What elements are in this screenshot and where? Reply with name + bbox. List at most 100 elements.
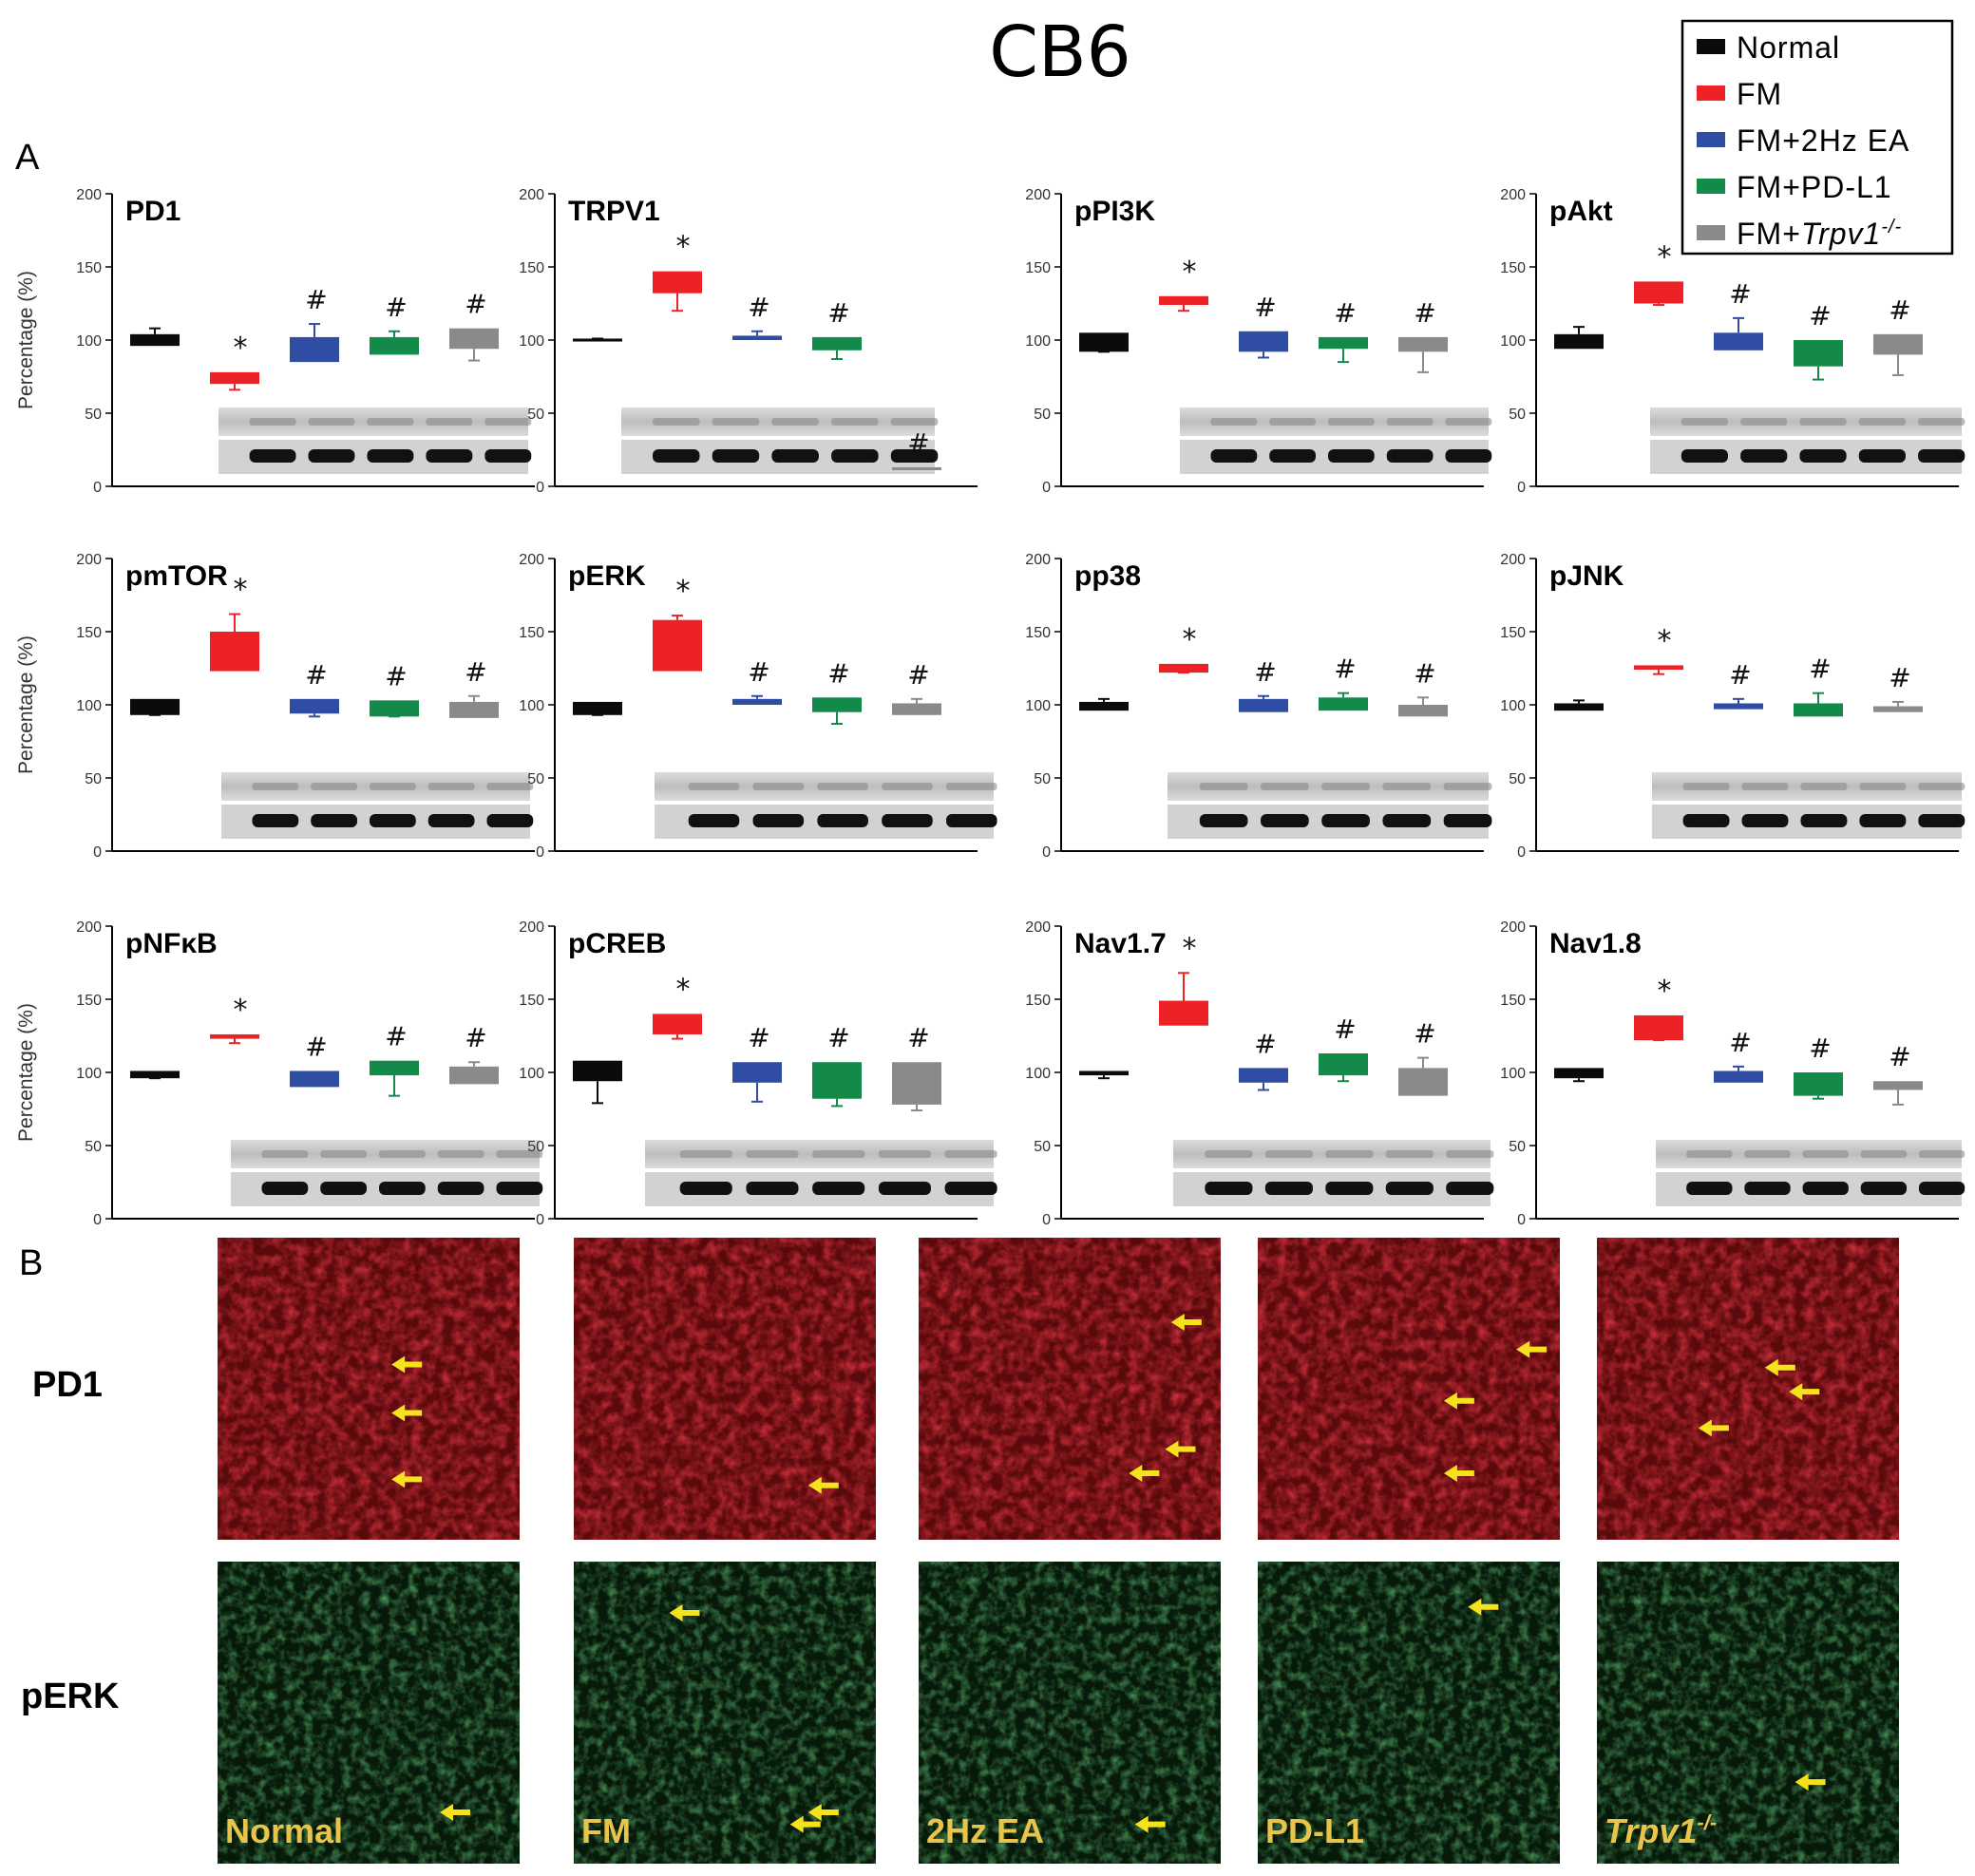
significance-mark: # bbox=[748, 292, 769, 323]
blot-band bbox=[752, 783, 805, 790]
box-pdl1 bbox=[1319, 1052, 1368, 1076]
micrograph-texture bbox=[1258, 1238, 1560, 1540]
chart-grid: 0 50 100 150 200 Percentage (%) PD1 * # # #0 50 100 1… bbox=[15, 187, 1966, 1228]
box-ea bbox=[732, 1062, 782, 1083]
significance-mark: * bbox=[234, 574, 248, 607]
blot-band bbox=[1858, 449, 1906, 463]
blot-band bbox=[890, 449, 939, 463]
y-tick-label: 0 bbox=[93, 1212, 102, 1228]
blot-band bbox=[1328, 449, 1375, 463]
significance-mark: # bbox=[385, 660, 407, 692]
blot-band bbox=[944, 1150, 997, 1158]
blot-band bbox=[311, 783, 357, 790]
significance-mark: # bbox=[907, 659, 929, 691]
arrow-marker bbox=[440, 1803, 471, 1821]
significance-mark: # bbox=[827, 657, 849, 689]
significance-mark: # bbox=[465, 656, 486, 688]
box-ea bbox=[290, 698, 339, 714]
micrograph-pd1-0 bbox=[218, 1238, 520, 1540]
y-tick-label: 200 bbox=[1025, 187, 1051, 203]
chart-0: 0 50 100 150 200 Percentage (%) PD1 * # # # bbox=[15, 187, 535, 496]
blot-band bbox=[1740, 449, 1788, 463]
chart-10: 0 50 100 150 200 Nav1.7 * # # # bbox=[1025, 919, 1494, 1228]
blot-band bbox=[746, 1182, 799, 1195]
significance-mark: # bbox=[1414, 297, 1435, 329]
blot-band bbox=[1744, 1182, 1791, 1195]
box-fm bbox=[653, 619, 702, 672]
chart-2: 0 50 100 150 200 pPI3K * # # # bbox=[1025, 187, 1492, 496]
box-normal bbox=[1079, 1071, 1129, 1076]
legend-label: FM+2Hz EA bbox=[1737, 123, 1909, 158]
blot-band bbox=[1443, 814, 1492, 827]
significance-mark: # bbox=[465, 1022, 486, 1053]
box-trpv1 bbox=[892, 703, 941, 715]
chart-9: 0 50 100 150 200 pCREB * # # # bbox=[519, 919, 997, 1228]
blot-band bbox=[1382, 814, 1432, 827]
y-tick-label: 100 bbox=[76, 698, 102, 714]
y-tick-label: 50 bbox=[527, 1139, 544, 1155]
blot-band bbox=[812, 1182, 865, 1195]
blot-band bbox=[946, 814, 997, 827]
blot-band bbox=[1264, 1182, 1313, 1195]
y-tick-label: 0 bbox=[1517, 844, 1526, 861]
significance-mark: # bbox=[1729, 278, 1751, 310]
box-trpv1 bbox=[1873, 1081, 1923, 1090]
blot-band bbox=[1802, 1150, 1849, 1158]
y-tick-label: 200 bbox=[519, 187, 544, 203]
blot-band bbox=[1918, 1182, 1966, 1195]
chart-title: pp38 bbox=[1074, 560, 1141, 592]
y-tick-label: 50 bbox=[85, 771, 102, 787]
significance-mark: * bbox=[676, 575, 691, 608]
blot-band bbox=[688, 783, 740, 790]
chart-1: 0 50 100 150 200 TRPV1 * # # # bbox=[519, 187, 978, 496]
blot-band bbox=[1321, 814, 1370, 827]
blot-band bbox=[1199, 783, 1248, 790]
box-fm bbox=[1634, 665, 1683, 671]
blot-band bbox=[712, 418, 760, 426]
significance-mark: * bbox=[676, 231, 691, 264]
significance-mark: # bbox=[1334, 297, 1356, 329]
box-ea bbox=[1714, 1071, 1763, 1083]
chart-7: 0 50 100 150 200 pJNK * # # # bbox=[1500, 552, 1966, 861]
legend-label: FM bbox=[1737, 77, 1782, 111]
y-tick-label: 50 bbox=[1509, 407, 1526, 423]
blot-band bbox=[486, 814, 534, 827]
blot-band bbox=[1446, 1150, 1494, 1158]
arrow-marker bbox=[1443, 1465, 1474, 1483]
y-tick-label: 150 bbox=[76, 625, 102, 641]
significance-mark: # bbox=[1729, 1027, 1751, 1058]
box-normal bbox=[1079, 332, 1129, 352]
blot-band bbox=[1321, 783, 1370, 790]
blot-band bbox=[252, 814, 299, 827]
y-tick-label: 100 bbox=[1025, 698, 1051, 714]
blot-band bbox=[311, 814, 357, 827]
box-fm bbox=[210, 1033, 259, 1039]
blot-band bbox=[1860, 1182, 1908, 1195]
box-ea bbox=[732, 335, 782, 340]
chart-title: pNFκB bbox=[125, 928, 218, 959]
significance-mark: # bbox=[1889, 662, 1910, 693]
box-ea bbox=[1239, 331, 1288, 352]
significance-mark: # bbox=[827, 1022, 849, 1053]
chart-3: 0 50 100 150 200 pAkt * # # # bbox=[1500, 187, 1966, 496]
micrograph-texture bbox=[574, 1238, 876, 1540]
box-ea bbox=[1714, 703, 1763, 710]
blot-band bbox=[1918, 783, 1966, 790]
significance-mark: # bbox=[1729, 659, 1751, 691]
blot-band bbox=[426, 449, 473, 463]
y-tick-label: 200 bbox=[1025, 552, 1051, 568]
blot-band bbox=[679, 1182, 732, 1195]
blot-band bbox=[1686, 1182, 1733, 1195]
y-tick-label: 0 bbox=[536, 844, 544, 861]
box-ea bbox=[1714, 332, 1763, 351]
arrow-marker bbox=[1134, 1815, 1166, 1833]
y-tick-label: 50 bbox=[527, 771, 544, 787]
blot-band bbox=[379, 1182, 426, 1195]
box-trpv1 bbox=[1873, 333, 1923, 355]
y-tick-label: 100 bbox=[76, 333, 102, 350]
chart-title: pCREB bbox=[568, 928, 666, 959]
legend-frame bbox=[1681, 19, 1954, 256]
blot-band bbox=[486, 783, 534, 790]
y-tick-label: 0 bbox=[536, 480, 544, 496]
box-fm bbox=[1159, 1000, 1208, 1026]
